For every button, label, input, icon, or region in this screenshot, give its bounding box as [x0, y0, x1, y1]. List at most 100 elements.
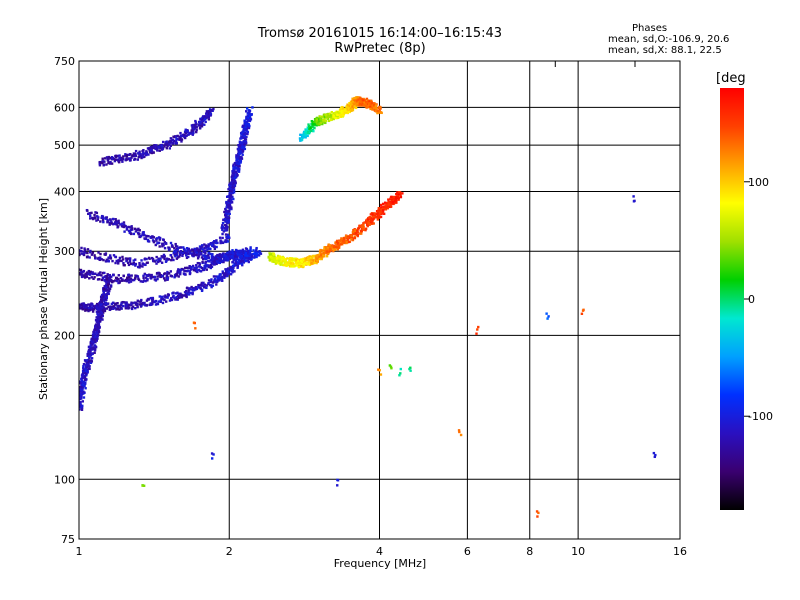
- echo-point: [230, 200, 233, 204]
- echo-point: [99, 300, 102, 304]
- echo-point: [311, 128, 314, 131]
- echo-point: [118, 256, 122, 260]
- echo-point: [141, 301, 145, 305]
- echo-point: [215, 280, 219, 283]
- echo-point: [197, 286, 200, 289]
- y-tick-label: 600: [54, 101, 75, 114]
- x-axis-label: Frequency [MHz]: [333, 557, 427, 570]
- echo-point: [174, 140, 178, 143]
- echo-point: [76, 402, 78, 404]
- echo-point: [115, 221, 119, 224]
- echo-point: [98, 164, 102, 167]
- echo-point: [229, 194, 233, 197]
- echo-point: [212, 453, 215, 456]
- echo-point: [218, 277, 221, 280]
- echo-point: [385, 206, 388, 209]
- echo-point: [228, 272, 231, 275]
- echo-point: [337, 246, 341, 249]
- echo-point: [289, 257, 292, 260]
- echo-point: [186, 250, 189, 253]
- echo-point: [147, 240, 151, 243]
- echo-point: [236, 255, 239, 258]
- echo-point: [211, 243, 214, 247]
- echo-point: [106, 281, 109, 284]
- echo-point: [388, 364, 392, 367]
- echo-point: [200, 245, 203, 249]
- echo-point: [167, 293, 170, 296]
- echo-point: [154, 279, 158, 282]
- echo-point: [179, 134, 183, 137]
- echo-point: [243, 134, 246, 138]
- echo-point: [152, 258, 155, 262]
- echo-point: [234, 261, 237, 265]
- echo-point: [210, 457, 214, 460]
- echo-point: [389, 365, 393, 368]
- echo-point: [253, 256, 256, 259]
- echo-point: [101, 295, 105, 298]
- echo-point: [204, 244, 208, 247]
- echo-point: [179, 131, 182, 135]
- echo-point: [401, 192, 404, 195]
- echo-point: [547, 315, 550, 318]
- echo-point: [110, 221, 113, 224]
- echo-point: [97, 315, 101, 318]
- echo-point: [229, 189, 232, 193]
- echo-point: [138, 266, 141, 269]
- echo-point: [174, 298, 177, 301]
- echo-point: [324, 251, 327, 255]
- echo-point: [143, 233, 146, 237]
- echo-point: [159, 275, 162, 278]
- echo-point: [195, 130, 198, 134]
- echo-point: [215, 262, 218, 266]
- echo-point: [234, 175, 237, 178]
- echo-point: [226, 273, 229, 276]
- echo-point: [93, 335, 97, 338]
- echo-point: [248, 124, 251, 128]
- echo-point: [80, 249, 83, 253]
- echo-point: [390, 202, 393, 205]
- echo-point: [79, 388, 82, 392]
- echo-point: [200, 253, 203, 256]
- echo-point: [223, 257, 226, 260]
- echo-point: [396, 191, 399, 194]
- echo-point: [224, 239, 227, 242]
- echo-point: [172, 291, 175, 294]
- echo-point: [223, 218, 227, 221]
- echo-point: [94, 318, 98, 322]
- echo-point: [165, 147, 169, 150]
- echo-point: [284, 260, 287, 263]
- echo-point: [187, 252, 190, 255]
- echo-point: [357, 101, 360, 105]
- echo-point: [228, 207, 232, 211]
- echo-point: [244, 141, 248, 145]
- echo-point: [139, 300, 143, 303]
- echo-point: [244, 247, 248, 250]
- echo-point: [357, 226, 361, 230]
- echo-point: [212, 260, 216, 263]
- echo-point: [340, 111, 344, 115]
- echo-point: [184, 249, 187, 252]
- echo-point: [250, 257, 253, 260]
- echo-point: [323, 247, 326, 250]
- echo-point: [362, 222, 365, 225]
- plot-grid: [79, 61, 680, 539]
- echo-point: [222, 230, 225, 233]
- echo-point: [112, 280, 115, 283]
- echo-point: [234, 248, 238, 252]
- echo-point: [334, 245, 338, 248]
- echo-point: [123, 264, 126, 267]
- echo-point: [122, 301, 126, 304]
- echo-point: [354, 232, 358, 235]
- echo-point: [94, 216, 97, 219]
- echo-point: [210, 285, 213, 289]
- echo-point: [114, 218, 117, 221]
- echo-point: [97, 273, 100, 276]
- echo-point: [94, 257, 97, 260]
- echo-point: [108, 279, 111, 283]
- echo-point: [90, 253, 94, 256]
- echo-point: [150, 275, 154, 279]
- echo-point: [88, 356, 91, 360]
- echo-point: [302, 257, 305, 261]
- echo-point: [113, 159, 117, 163]
- echo-point: [134, 149, 138, 153]
